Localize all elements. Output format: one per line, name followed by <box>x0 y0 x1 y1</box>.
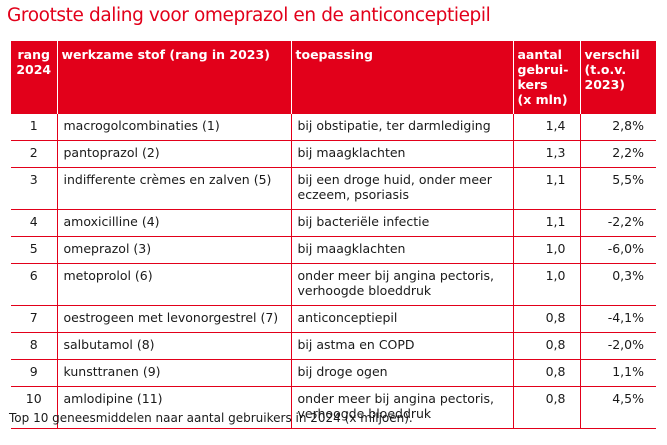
table-row: 10 amlodipine (11) onder meer bij angina p… <box>11 385 656 429</box>
header-rank: rang 2024 <box>11 41 58 113</box>
header-rank-line: rang <box>17 47 50 62</box>
rank-cell: 6 <box>11 262 57 305</box>
users-cell: 1,4 <box>512 112 580 140</box>
application-cell: anticonceptiepil <box>290 304 513 332</box>
page-title: Grootste daling voor omeprazol en de ant… <box>7 5 491 26</box>
header-difference-line: 2023) <box>584 77 626 92</box>
difference-cell: -6,0% <box>579 235 656 263</box>
header-users-line: aantal <box>517 47 562 62</box>
application-line: bij maagklachten <box>297 240 406 256</box>
substance-cell: indifferente crèmes en zalven (5) <box>56 166 291 209</box>
application-cell: bij bacteriële infectie <box>290 208 513 236</box>
users-cell: 1,0 <box>512 235 580 263</box>
application-line: bij obstipatie, ter darmlediging <box>297 117 491 133</box>
rank-cell: 4 <box>11 208 57 236</box>
table-body: 1 macrogolcombinaties (1) bij obstipatie, … <box>11 112 656 429</box>
rank-cell: 7 <box>11 304 57 332</box>
header-users-line: (x mln) <box>517 92 568 107</box>
header-rank-line: 2024 <box>16 62 52 77</box>
table-row: 8 salbutamol (8) bij astma en COPD 0,8 -2,0% <box>11 331 656 359</box>
users-cell: 0,8 <box>512 304 580 332</box>
application-cell: bij een droge huid, onder meer eczeem, ps… <box>290 166 513 209</box>
difference-cell: -4,1% <box>579 304 656 332</box>
application-cell: onder meer bij angina pectoris, verhoogde… <box>290 262 513 305</box>
substance-cell: amlodipine (11) <box>56 385 291 429</box>
rank-cell: 2 <box>11 139 57 167</box>
substance-cell: amoxicilline (4) <box>56 208 291 236</box>
difference-cell: 2,2% <box>579 139 656 167</box>
substance-cell: pantoprazol (2) <box>56 139 291 167</box>
application-line: verhoogde bloeddruk <box>297 282 432 298</box>
difference-cell: -2,2% <box>579 208 656 236</box>
users-cell: 0,8 <box>512 385 580 429</box>
header-application: toepassing <box>291 41 514 113</box>
application-line: verhoogde bloeddruk <box>297 405 432 421</box>
substance-cell: metoprolol (6) <box>56 262 291 305</box>
application-line: bij droge ogen <box>297 363 388 379</box>
users-cell: 1,0 <box>512 262 580 305</box>
substance-cell: macrogolcombinaties (1) <box>56 112 291 140</box>
header-users: aantal gebrui- kers (x mln) <box>513 41 581 113</box>
table-row: 1 macrogolcombinaties (1) bij obstipatie, … <box>11 112 656 140</box>
application-line: bij astma en COPD <box>297 336 415 352</box>
application-line: onder meer bij angina pectoris, <box>297 267 495 283</box>
table-row: 6 metoprolol (6) onder meer bij angina pec… <box>11 262 656 305</box>
medicine-table: rang 2024 werkzame stof (rang in 2023) t… <box>11 41 656 429</box>
table-row: 4 amoxicilline (4) bij bacteriële infectie… <box>11 208 656 236</box>
users-cell: 0,8 <box>512 331 580 359</box>
substance-cell: omeprazol (3) <box>56 235 291 263</box>
header-difference-line: (t.o.v. <box>584 62 627 77</box>
header-users-line: gebrui- <box>517 62 569 77</box>
rank-cell: 8 <box>11 331 57 359</box>
application-line: bij maagklachten <box>297 144 406 160</box>
header-substance: werkzame stof (rang in 2023) <box>57 41 292 113</box>
application-line: bij een droge huid, onder meer <box>297 171 492 187</box>
application-cell: bij droge ogen <box>290 358 513 386</box>
difference-cell: 1,1% <box>579 358 656 386</box>
application-line: eczeem, psoriasis <box>297 186 410 202</box>
application-cell: onder meer bij angina pectoris, verhoogde… <box>290 385 513 429</box>
application-line: bij bacteriële infectie <box>297 213 430 229</box>
table-row: 2 pantoprazol (2) bij maagklachten 1,3 2,2% <box>11 139 656 167</box>
table-header-row: rang 2024 werkzame stof (rang in 2023) t… <box>11 41 656 113</box>
table-row: 7 oestrogeen met levonorgestrel (7) antico… <box>11 304 656 332</box>
substance-cell: oestrogeen met levonorgestrel (7) <box>56 304 291 332</box>
application-cell: bij maagklachten <box>290 235 513 263</box>
application-cell: bij obstipatie, ter darmlediging <box>290 112 513 140</box>
rank-cell: 9 <box>11 358 57 386</box>
rank-cell: 3 <box>11 166 57 209</box>
rank-cell: 10 <box>11 385 57 429</box>
difference-cell: 0,3% <box>579 262 656 305</box>
users-cell: 1,1 <box>512 166 580 209</box>
header-users-line: kers <box>517 77 548 92</box>
difference-cell: -2,0% <box>579 331 656 359</box>
header-difference: verschil (t.o.v. 2023) <box>580 41 656 113</box>
difference-cell: 2,8% <box>579 112 656 140</box>
rank-cell: 1 <box>11 112 57 140</box>
difference-cell: 4,5% <box>579 385 656 429</box>
substance-cell: kunsttranen (9) <box>56 358 291 386</box>
application-line: anticonceptiepil <box>297 309 398 325</box>
table-row: 5 omeprazol (3) bij maagklachten 1,0 -6,0% <box>11 235 656 263</box>
rank-cell: 5 <box>11 235 57 263</box>
table-row: 9 kunsttranen (9) bij droge ogen 0,8 1,1% <box>11 358 656 386</box>
table-row: 3 indifferente crèmes en zalven (5) bij ee… <box>11 166 656 209</box>
users-cell: 1,1 <box>512 208 580 236</box>
application-cell: bij maagklachten <box>290 139 513 167</box>
substance-cell: salbutamol (8) <box>56 331 291 359</box>
users-cell: 0,8 <box>512 358 580 386</box>
table-caption: Top 10 geneesmiddelen naar aantal gebrui… <box>9 411 413 425</box>
application-cell: bij astma en COPD <box>290 331 513 359</box>
header-difference-line: verschil <box>584 47 640 62</box>
users-cell: 1,3 <box>512 139 580 167</box>
application-line: onder meer bij angina pectoris, <box>297 390 495 406</box>
difference-cell: 5,5% <box>579 166 656 209</box>
